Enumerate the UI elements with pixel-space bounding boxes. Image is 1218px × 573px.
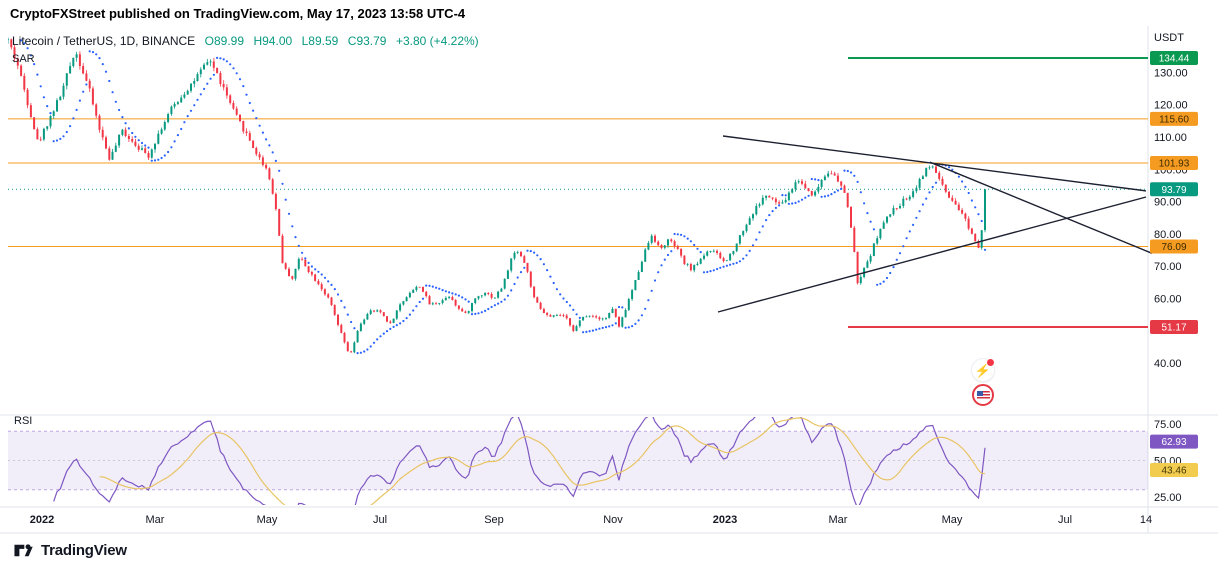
price-badge-115.60	[1150, 111, 1198, 126]
trendline-breakdown-descending	[929, 161, 1153, 254]
svg-text:110.00: 110.00	[1154, 132, 1187, 144]
sar-indicator-label[interactable]: SAR	[12, 53, 35, 65]
legend-row-indicator: SAR	[12, 51, 479, 67]
rsi-badge-62.93	[1150, 434, 1198, 449]
price-badge-93.79	[1150, 182, 1198, 197]
rsi-badge-43.46	[1150, 463, 1198, 477]
svg-text:120.00: 120.00	[1154, 100, 1188, 112]
price-badge-101.93	[1150, 156, 1198, 170]
rsi-band	[8, 430, 1148, 491]
rsi-layer	[53, 417, 986, 505]
svg-text:14: 14	[1140, 514, 1152, 526]
trendlines-layer[interactable]	[717, 135, 1153, 313]
svg-text:May: May	[942, 514, 963, 526]
svg-text:130.00: 130.00	[1154, 67, 1188, 79]
chart-markers: ⚡	[972, 358, 995, 406]
symbol-title[interactable]: Litecoin / TetherUS, 1D, BINANCE	[12, 34, 196, 48]
rsi-line	[53, 417, 986, 505]
svg-text:93.79: 93.79	[1161, 185, 1186, 196]
svg-text:Nov: Nov	[603, 514, 623, 526]
svg-text:USDT: USDT	[1154, 32, 1184, 44]
notification-dot	[986, 358, 995, 367]
svg-text:RSI: RSI	[14, 415, 32, 427]
high-value: H94.00	[253, 34, 293, 48]
svg-text:75.00: 75.00	[1154, 419, 1182, 431]
legend-row-symbol: Litecoin / TetherUS, 1D, BINANCE O89.99 …	[12, 33, 479, 49]
chart-legend[interactable]: Litecoin / TetherUS, 1D, BINANCE O89.99 …	[12, 33, 479, 67]
time-axis[interactable]: 2022 Mar May Jul Sep Nov 2023 Mar May Jul 14	[30, 514, 1152, 526]
svg-text:Jul: Jul	[373, 514, 387, 526]
tradingview-link[interactable]: TradingView	[12, 539, 127, 562]
svg-text:90.00: 90.00	[1154, 197, 1182, 209]
svg-text:Mar: Mar	[146, 514, 165, 526]
trendline-lower-ascending	[717, 196, 1147, 313]
svg-text:Sep: Sep	[484, 514, 504, 526]
rsi-ma-line	[99, 417, 986, 505]
svg-text:101.93: 101.93	[1159, 159, 1190, 170]
pane-separators	[0, 26, 1218, 534]
svg-text:62.93: 62.93	[1161, 437, 1186, 448]
svg-text:51.17: 51.17	[1161, 323, 1186, 334]
svg-text:Mar: Mar	[829, 514, 848, 526]
footer: TradingView	[12, 539, 127, 562]
price-badge-76.09	[1150, 239, 1198, 254]
change-value: +3.80 (+4.22%)	[395, 34, 479, 48]
svg-text:60.00: 60.00	[1154, 294, 1182, 306]
svg-text:43.46: 43.46	[1161, 466, 1186, 477]
svg-text:76.09: 76.09	[1161, 242, 1186, 253]
svg-text:134.44: 134.44	[1159, 54, 1190, 65]
candles-layer	[8, 37, 986, 354]
price-axis[interactable]: USDT130.00120.00110.00100.0090.0080.0070…	[1150, 32, 1198, 370]
open-value: O89.99	[204, 34, 245, 48]
tradingview-wordmark: TradingView	[41, 542, 127, 559]
attribution-text: CryptoFXStreet published on TradingView.…	[10, 6, 466, 21]
svg-text:70.00: 70.00	[1154, 261, 1182, 273]
svg-text:115.60: 115.60	[1159, 114, 1189, 125]
lightning-marker-icon[interactable]: ⚡	[972, 358, 995, 381]
svg-text:May: May	[257, 514, 278, 526]
svg-text:40.00: 40.00	[1154, 358, 1182, 370]
close-value: C93.79	[347, 34, 387, 48]
svg-text:25.00: 25.00	[1154, 492, 1182, 504]
price-badge-134.44	[1150, 51, 1198, 65]
flag-stripes	[976, 390, 990, 400]
price-badge-51.17	[1150, 320, 1198, 334]
svg-text:80.00: 80.00	[1154, 229, 1182, 241]
bolt-glyph: ⚡	[974, 362, 992, 378]
us-flag-event-icon[interactable]	[972, 384, 994, 406]
low-value: L89.59	[301, 34, 339, 48]
horizontal-levels	[8, 57, 1148, 328]
svg-text:Jul: Jul	[1058, 514, 1072, 526]
svg-text:2023: 2023	[713, 514, 737, 526]
flag-canton	[976, 390, 983, 396]
tradingview-logo-icon	[14, 544, 33, 557]
svg-text:2022: 2022	[30, 514, 54, 526]
sar-dots-layer	[20, 39, 987, 355]
